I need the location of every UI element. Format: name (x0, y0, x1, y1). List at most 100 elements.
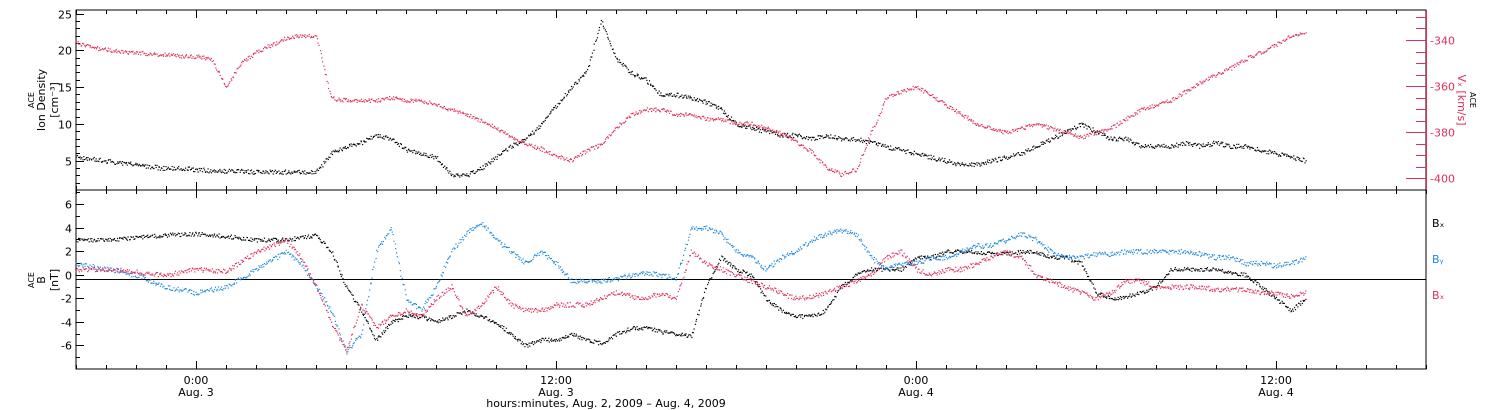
data-point (652, 108, 654, 110)
data-point (896, 147, 898, 149)
data-point (666, 94, 668, 96)
data-point (738, 271, 741, 274)
data-point (1143, 108, 1145, 110)
data-point (895, 94, 897, 96)
data-point (1078, 123, 1080, 125)
data-point (373, 266, 375, 268)
data-point (836, 138, 838, 140)
data-point (684, 334, 687, 337)
data-point (87, 157, 89, 159)
data-point (961, 163, 963, 165)
data-point (1145, 291, 1147, 293)
data-point (924, 255, 926, 257)
data-point (944, 251, 946, 253)
data-point (178, 233, 181, 235)
data-point (1021, 126, 1023, 128)
data-point (516, 339, 518, 341)
data-point (685, 94, 687, 96)
data-point (673, 332, 675, 334)
data-point (1235, 272, 1237, 274)
data-point (391, 231, 393, 233)
data-point (191, 233, 193, 235)
data-point (1251, 147, 1253, 149)
data-point (547, 254, 550, 256)
data-point (1211, 76, 1213, 78)
data-point (518, 258, 520, 261)
data-point (654, 331, 656, 333)
data-point (1203, 145, 1205, 147)
data-point (408, 148, 410, 150)
data-point (1026, 125, 1028, 127)
data-point (1087, 275, 1090, 278)
data-point (253, 271, 255, 273)
data-point (1272, 151, 1274, 153)
data-point (224, 285, 226, 287)
data-point (472, 226, 474, 228)
data-point (505, 327, 507, 329)
data-point (156, 164, 158, 166)
data-point (400, 275, 402, 277)
data-point (525, 260, 528, 262)
data-point (223, 287, 225, 290)
data-point (1163, 143, 1165, 145)
data-point (394, 320, 396, 322)
data-point (140, 274, 142, 276)
data-point (918, 257, 920, 259)
data-point (961, 114, 963, 116)
data-point (1210, 270, 1212, 272)
data-point (601, 343, 603, 345)
data-point (234, 72, 236, 74)
data-point (491, 123, 493, 125)
data-point (798, 144, 800, 146)
data-point (948, 159, 951, 161)
data-point (1226, 69, 1228, 71)
data-point (185, 167, 187, 169)
data-point (990, 252, 992, 254)
data-point (1129, 138, 1131, 140)
data-point (528, 134, 530, 136)
data-point (880, 111, 883, 113)
data-point (304, 237, 306, 239)
data-point (775, 304, 777, 306)
data-point (500, 243, 502, 245)
data-point (593, 49, 595, 51)
data-point (1190, 267, 1192, 270)
data-point (1246, 275, 1248, 277)
data-point (652, 85, 654, 88)
data-point (1164, 277, 1166, 279)
data-point (451, 317, 453, 319)
data-point (576, 335, 578, 337)
data-point (371, 277, 373, 279)
data-point (1290, 310, 1293, 312)
data-point (1222, 72, 1224, 74)
data-point (934, 253, 936, 256)
series-by (75, 222, 1307, 355)
data-point (989, 159, 991, 161)
data-point (1204, 270, 1206, 272)
data-point (1046, 128, 1048, 130)
data-point (106, 162, 108, 164)
data-point (1147, 144, 1149, 146)
data-point (1220, 73, 1222, 75)
data-point (664, 330, 666, 332)
data-point (1258, 51, 1260, 53)
data-point (174, 55, 176, 57)
data-point (477, 224, 479, 226)
data-point (396, 143, 399, 145)
data-point (351, 145, 353, 147)
data-point (555, 261, 557, 263)
data-point (1005, 158, 1007, 160)
data-point (280, 240, 282, 242)
data-point (658, 90, 660, 92)
data-point (1085, 135, 1087, 137)
data-point (737, 125, 739, 127)
data-point (200, 57, 202, 59)
data-point (306, 172, 308, 174)
data-point (1099, 130, 1101, 132)
data-point (366, 137, 368, 139)
data-point (530, 259, 533, 262)
data-point (1195, 144, 1197, 147)
data-point (327, 305, 329, 307)
data-point (540, 251, 542, 253)
data-point (707, 117, 709, 119)
